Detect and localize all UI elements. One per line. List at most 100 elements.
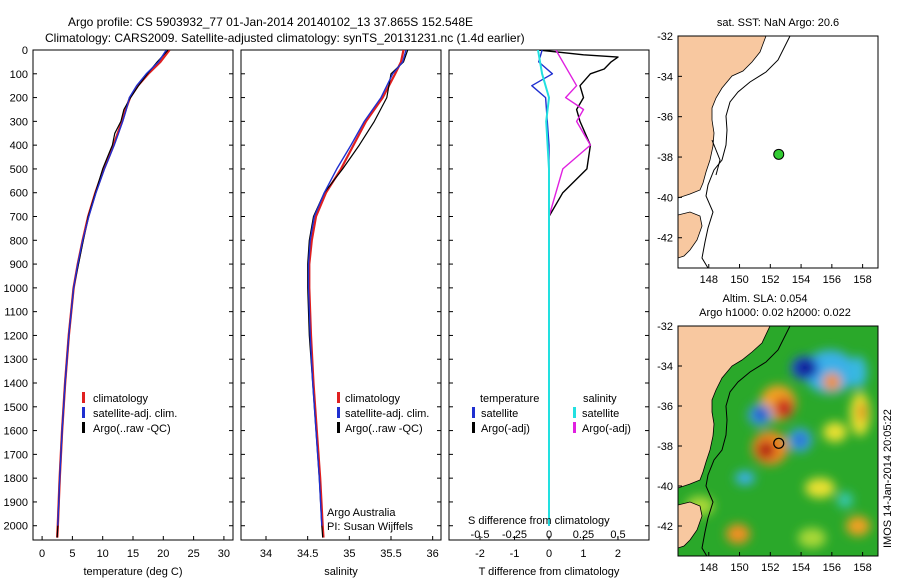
depth-tick-label: 1000: [4, 283, 28, 295]
depth-tick-label: 1800: [4, 473, 28, 485]
difference-panel: -2 -1 0 1 2 -0.5 -0.25 0 0.25 0.5 S difference f…: [448, 49, 650, 578]
temperature-xlabel: temperature (deg C): [83, 566, 182, 578]
s-difference-tick-label: -0.5: [471, 529, 490, 541]
s-difference-label: S difference from climatology: [468, 515, 610, 527]
depth-tick-label: 900: [10, 259, 28, 271]
salinity-annotation-line2: PI: Susan Wijffels: [327, 521, 413, 533]
sst-land: [678, 36, 767, 259]
sst-shelf-contour: [701, 36, 791, 268]
depth-tick-label: 100: [10, 69, 28, 81]
legend-label-climatology: climatology: [345, 393, 401, 405]
sla-map-ticks: 148 150 152 154 156 158 -32 -34 -36 -38 -40 -42: [657, 321, 872, 574]
figure-title-line2: Climatology: CARS2009. Satellite-adjuste…: [45, 31, 525, 45]
sla-map-lat-tick-label: -36: [657, 401, 673, 413]
sst-map-lat-tick-label: -42: [657, 233, 673, 245]
sla-map-lat-tick-label: -40: [657, 481, 673, 493]
difference-legend: temperature satellite Argo(-adj) salinit…: [472, 393, 631, 435]
salinity-series: [307, 50, 409, 538]
salinity-xlabel: salinity: [324, 566, 358, 578]
sst-contour-2: [711, 139, 721, 176]
salinity-panel: 34 34.5 35 35.5 36 salinity climatology sate…: [240, 49, 442, 578]
temperature-tick-label: 30: [218, 548, 230, 560]
sst-map-lat-tick-label: -34: [657, 71, 673, 83]
sla-map-lon-tick-label: 152: [761, 562, 779, 574]
sst-map-lon-tick-label: 152: [761, 274, 779, 286]
difference-tick-label: 0: [546, 548, 552, 560]
depth-tick-label: 200: [10, 93, 28, 105]
depth-axis-labels: 0 100 200 300 400 500 600 700 800 900 1000 1100 1200…: [4, 45, 649, 533]
imos-timestamp: IMOS 14-Jan-2014 20:05:22: [882, 409, 894, 548]
legend-swatch-t-argo: [472, 422, 475, 433]
salinity-tick-label: 35: [343, 548, 355, 560]
t-difference-xlabel: T difference from climatology: [479, 566, 620, 578]
sst-map-lon-tick-label: 156: [823, 274, 841, 286]
legend-swatch-satellite: [82, 407, 85, 418]
difference-series: [531, 50, 619, 526]
legend-label-s-satellite: satellite: [582, 408, 619, 420]
salinity-argo-line: [307, 50, 409, 538]
depth-tick-label: 1400: [4, 378, 28, 390]
sst-map-lon-tick-label: 154: [792, 274, 810, 286]
legend-swatch-climatology: [337, 392, 340, 403]
sla-map-lat-tick-label: -38: [657, 441, 673, 453]
sst-map-lat-tick-label: -32: [657, 31, 673, 43]
legend-title-salinity: salinity: [583, 393, 617, 405]
depth-tick-label: 300: [10, 116, 28, 128]
sst-map-lon-tick-label: 148: [700, 274, 718, 286]
temperature-tick-label: 20: [157, 548, 169, 560]
temperature-x-ticks: 0 5 10 15 20 25 30: [39, 536, 230, 560]
s-difference-tick-label: 0.25: [573, 529, 594, 541]
sla-field: [678, 326, 878, 556]
legend-swatch-s-satellite: [573, 407, 576, 418]
difference-tick-label: -1: [510, 548, 520, 560]
depth-tick-label: 2000: [4, 521, 28, 533]
sst-map-ticks: 148 150 152 154 156 158 -32 -34 -36 -38 -40 -42: [657, 31, 872, 286]
legend-swatch-climatology: [82, 392, 85, 403]
s-difference-tick-label: 0: [546, 529, 552, 541]
salinity-x-ticks: 34 34.5 35 35.5 36: [260, 536, 439, 560]
sla-map-frame: [677, 325, 879, 557]
depth-tick-label: 1300: [4, 354, 28, 366]
difference-x-ticks: -2 -1 0 1 2: [475, 536, 621, 560]
legend-swatch-satellite: [337, 407, 340, 418]
sst-map-frame: [677, 35, 879, 269]
sla-float-marker: [773, 437, 785, 449]
depth-tick-label: 1200: [4, 330, 28, 342]
legend-swatch-argo: [82, 422, 85, 433]
legend-swatch-s-argo: [573, 422, 576, 433]
sla-map-lon-tick-label: 154: [792, 562, 810, 574]
temperature-legend: climatology satellite-adj. clim. Argo(..…: [82, 392, 177, 435]
s-difference-satellite-line: [537, 50, 550, 526]
figure-title-line1: Argo profile: CS 5903932_77 01-Jan-2014 …: [68, 15, 473, 29]
salinity-tick-label: 35.5: [380, 548, 401, 560]
temperature-tick-label: 0: [39, 548, 45, 560]
salinity-tick-label: 34: [260, 548, 272, 560]
temperature-tick-label: 25: [187, 548, 199, 560]
sst-map-panel: sat. SST: NaN Argo: 20.6 148 150 152 154 156…: [657, 17, 879, 286]
sla-shelf-contour: [701, 326, 791, 556]
sla-land: [678, 326, 771, 549]
sst-float-marker: [773, 148, 785, 160]
sla-map-lon-tick-label: 158: [853, 562, 871, 574]
depth-tick-label: 0: [22, 45, 28, 57]
temperature-climatology-line: [56, 50, 171, 538]
temperature-satellite-line: [57, 50, 167, 526]
depth-tick-label: 1600: [4, 426, 28, 438]
salinity-tick-label: 34.5: [297, 548, 318, 560]
sla-map-lon-tick-label: 150: [730, 562, 748, 574]
legend-swatch-t-satellite: [472, 407, 475, 418]
sla-map-lon-tick-label: 156: [823, 562, 841, 574]
t-difference-argo-line: [538, 50, 619, 526]
legend-label-t-satellite: satellite: [481, 408, 518, 420]
temperature-series: [56, 50, 171, 538]
salinity-climatology-line: [308, 50, 405, 538]
sla-map-lon-tick-label: 148: [700, 562, 718, 574]
salinity-annotation-line1: Argo Australia: [327, 507, 396, 519]
sla-map-lat-tick-label: -32: [657, 321, 673, 333]
temperature-tick-label: 15: [127, 548, 139, 560]
legend-label-argo: Argo(..raw -QC): [345, 423, 423, 435]
difference-s-ticks: -0.5 -0.25 0 0.25 0.5: [471, 529, 626, 541]
depth-tick-label: 700: [10, 212, 28, 224]
depth-tick-label: 1500: [4, 402, 28, 414]
